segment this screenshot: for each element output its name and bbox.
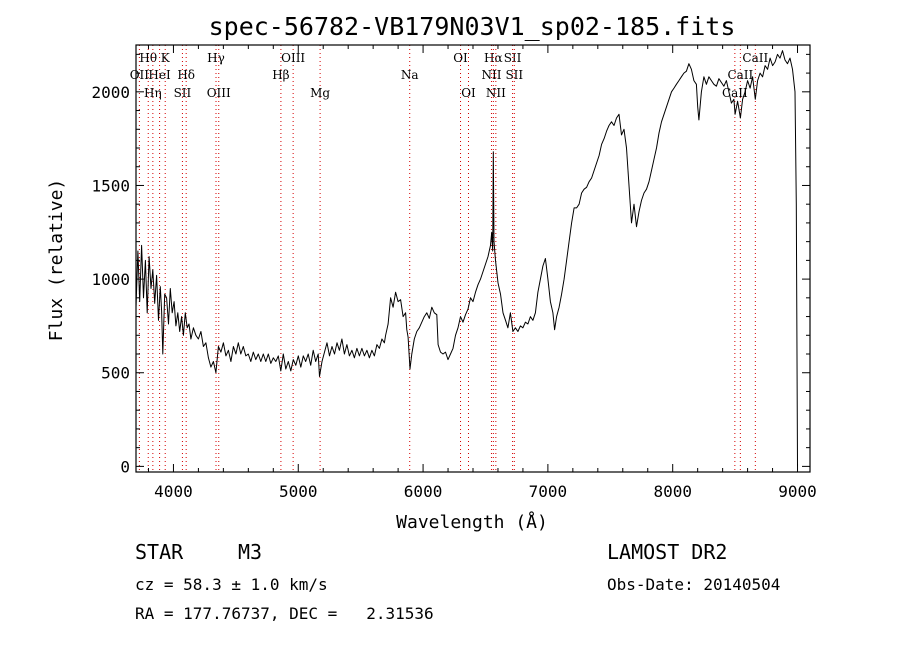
line-label-15: Hα [484, 51, 503, 65]
line-label-19: SII [505, 68, 523, 82]
line-label-11: Mg [310, 86, 330, 100]
x-tick-label-1: 5000 [279, 482, 318, 501]
line-label-21: CaII [727, 68, 753, 82]
x-tick-label-2: 6000 [404, 482, 443, 501]
x-tick-label-3: 7000 [529, 482, 568, 501]
line-label-18: SII [504, 51, 522, 65]
y-tick-label-2: 1000 [91, 270, 130, 289]
line-label-20: CaII [742, 51, 768, 65]
line-label-17: NII [486, 86, 506, 100]
line-label-16: NII [481, 68, 501, 82]
coordinates: RA = 177.76737, DEC = 2.31536 [135, 604, 434, 623]
obs-date: Obs-Date: 20140504 [607, 575, 781, 594]
line-label-14: OI [461, 86, 476, 100]
line-label-1: OII [130, 68, 150, 82]
y-tick-label-1: 500 [101, 364, 130, 383]
chart-title: spec-56782-VB179N03V1_sp02-185.fits [209, 12, 736, 41]
y-tick-label-3: 1500 [91, 176, 130, 195]
x-axis-label: Wavelength (Å) [396, 511, 548, 533]
line-label-13: OI [453, 51, 468, 65]
redshift-value: cz = 58.3 ± 1.0 km/s [135, 575, 328, 594]
y-axis-label: Flux (relative) [46, 179, 67, 342]
line-label-4: HeI [148, 68, 171, 82]
spectrum-series [135, 50, 798, 467]
axis-ticks: 4000 5000 6000 7000 8000 9000 0 500 1000 1500 2000 [91, 45, 817, 501]
line-label-6: SII [174, 86, 192, 100]
line-label-5: Hδ [177, 68, 195, 82]
line-label-8: OIII [207, 86, 231, 100]
line-label-10: Hβ [272, 68, 289, 82]
line-label-2: Hη [144, 86, 162, 100]
object-class: STAR [135, 540, 184, 564]
line-label-12: Na [401, 68, 419, 82]
y-tick-label-0: 0 [120, 457, 130, 476]
y-tick-label-4: 2000 [91, 83, 130, 102]
object-subclass: M3 [238, 540, 263, 564]
line-label-9: OIII [281, 51, 305, 65]
line-label-7: Hγ [207, 51, 225, 65]
x-tick-label-0: 4000 [154, 482, 193, 501]
x-tick-label-5: 9000 [778, 482, 817, 501]
line-label-3: K [161, 51, 171, 65]
x-tick-label-4: 8000 [653, 482, 692, 501]
survey-name: LAMOST DR2 [607, 540, 728, 564]
spectrum-line-0 [135, 50, 798, 467]
